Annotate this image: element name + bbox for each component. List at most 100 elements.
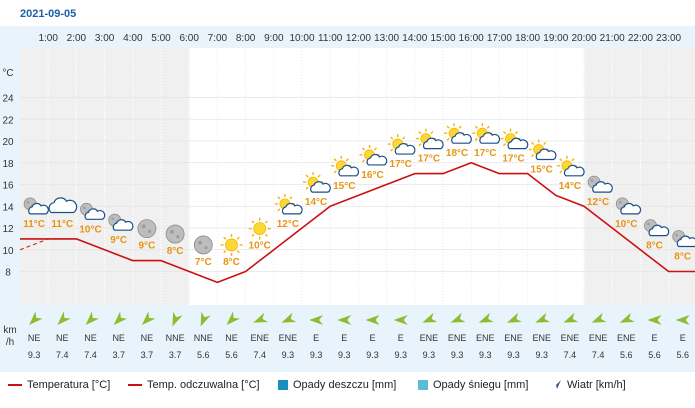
wind-speed-label: 3.7 <box>141 350 154 360</box>
wind-arrow-shape <box>450 312 466 323</box>
hour-header-band <box>20 26 695 48</box>
hour-label: 7:00 <box>208 33 228 44</box>
sun-cloud-icon <box>500 128 529 150</box>
wind-arrow-icon <box>393 315 408 325</box>
cloud-shape <box>394 143 416 155</box>
wind-arrow-shape <box>365 315 380 325</box>
sun-ray <box>333 170 337 174</box>
hourly-temp-label: 9°C <box>139 241 156 252</box>
wind-arrow-icon <box>141 311 156 325</box>
wind-speed-label: 9.3 <box>366 350 379 360</box>
wind-arrow-icon <box>309 315 324 325</box>
wind-direction-label: ENE <box>617 333 636 343</box>
wind-speed-label: 3.7 <box>169 350 182 360</box>
night-band-evening <box>584 48 695 305</box>
wind-direction-label: NE <box>28 333 41 343</box>
wind-arrow-icon <box>200 311 211 327</box>
hour-label: 11:00 <box>318 33 343 44</box>
sun-ray <box>402 136 406 140</box>
hour-label: 13:00 <box>374 33 399 44</box>
hourly-temp-label: 10°C <box>249 241 271 252</box>
sun-ray <box>277 208 281 212</box>
moon-crater <box>590 179 594 182</box>
hourly-temp-label: 12°C <box>277 219 299 230</box>
wind-arrow-shape <box>591 312 607 323</box>
legend-feels-like[interactable]: Temp. odczuwalna [°C] <box>128 379 260 391</box>
legend-temperature[interactable]: Temperatura [°C] <box>8 379 110 391</box>
sun-cloud-icon <box>444 123 472 144</box>
moon-cloud-icon <box>80 202 106 220</box>
wind-speed-label: 9.3 <box>310 350 323 360</box>
sun-cloud-icon <box>472 123 501 144</box>
wind-speed-label: 9.3 <box>338 350 351 360</box>
cloud-shape <box>676 235 695 248</box>
wind-speed-label: 5.6 <box>620 350 633 360</box>
wind-unit-km: km <box>3 325 16 336</box>
wind-speed-label: 5.6 <box>197 350 210 360</box>
sun-cloud-icon <box>415 128 444 150</box>
hour-label: 14:00 <box>402 33 427 44</box>
wind-direction-label: E <box>313 333 319 343</box>
legend-snow-label: Opady śniegu [mm] <box>433 379 529 391</box>
chart-legend: Temperatura [°C] Temp. odczuwalna [°C] O… <box>0 373 695 395</box>
sun-ray <box>305 186 309 190</box>
hour-label: 12:00 <box>346 33 371 44</box>
sun-disc <box>253 222 267 236</box>
legend-snow[interactable]: Opady śniegu [mm] <box>418 379 528 391</box>
hour-label: 5:00 <box>151 33 171 44</box>
sun-ray <box>531 141 535 146</box>
wind-direction-label: ENE <box>561 333 580 343</box>
wind-arrow-shape <box>57 311 71 325</box>
sun-icon <box>220 233 243 256</box>
wind-arrow-icon <box>57 311 71 325</box>
wind-direction-label: NNE <box>166 333 185 343</box>
wind-arrow-shape <box>478 312 494 323</box>
cloud-shape <box>28 202 49 215</box>
cloud-shape <box>310 181 331 193</box>
wind-arrow-shape <box>29 311 43 325</box>
hourly-temp-label: 10°C <box>79 224 101 235</box>
moon-crater <box>204 246 208 250</box>
moon-crater <box>26 201 30 204</box>
wind-arrow-icon <box>551 380 561 390</box>
sun-ray <box>446 125 450 129</box>
wind-arrow-shape <box>619 312 635 323</box>
cloud-shape <box>422 137 444 150</box>
wind-unit-h: /h <box>6 337 14 348</box>
sun-ray <box>531 153 535 158</box>
hourly-temp-label: 9°C <box>110 235 127 246</box>
moon-cloud-icon <box>644 219 670 237</box>
wind-arrow-shape <box>141 311 156 325</box>
wind-arrow-shape <box>563 312 579 323</box>
sun-ray <box>502 131 507 135</box>
moon-cloud-icon <box>23 197 49 215</box>
wind-speed-label: 5.6 <box>676 350 689 360</box>
wind-arrow-icon <box>422 312 438 323</box>
moon-crater <box>647 222 650 226</box>
legend-rain[interactable]: Opady deszczu [mm] <box>278 379 396 391</box>
sun-ray <box>251 233 255 237</box>
hour-label: 16:00 <box>459 33 484 44</box>
hourly-temp-label: 17°C <box>418 154 440 165</box>
legend-temperature-label: Temperatura [°C] <box>27 379 111 391</box>
sun-ray <box>264 233 268 237</box>
hourly-weather-chart: 2021-09-05 1:00 2:00 3:00 4:00 5:00 6:00 7:00 8:… <box>0 8 695 372</box>
wind-speed-label: 5.6 <box>225 350 238 360</box>
wind-speed-label: 9.3 <box>423 350 436 360</box>
legend-wind[interactable]: Wiatr [km/h] <box>550 379 626 391</box>
hourly-temp-label: 18°C <box>446 148 468 159</box>
wind-arrow-shape <box>535 312 551 323</box>
y-tick-label: 14 <box>2 202 14 213</box>
sun-cloud-icon <box>528 139 557 161</box>
wind-speed-label: 9.3 <box>507 350 520 360</box>
wind-direction-label: NNE <box>194 333 213 343</box>
moon-cloud-icon <box>108 213 134 231</box>
wind-speed-label: 9.3 <box>394 350 407 360</box>
hour-label: 10:00 <box>289 33 314 44</box>
cloud-shape <box>48 197 78 214</box>
wind-direction-label: E <box>398 333 404 343</box>
sun-ray <box>390 136 394 140</box>
sun-ray <box>474 125 478 129</box>
sun-cloud-icon <box>359 144 388 166</box>
